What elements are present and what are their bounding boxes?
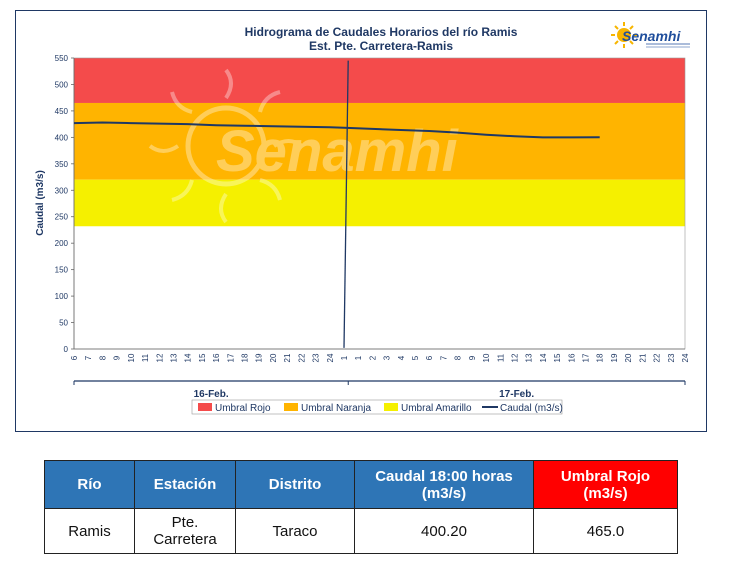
date-axis: 16-Feb. 17-Feb. xyxy=(73,380,686,400)
legend-item-label: Umbral Rojo xyxy=(215,403,271,414)
legend-swatch xyxy=(284,403,298,411)
legend-item-label: Caudal (m3/s) xyxy=(500,403,563,414)
x-tick-label: 8 xyxy=(454,355,463,360)
y-tick-label: 150 xyxy=(55,266,69,275)
legend-swatch xyxy=(384,403,398,411)
x-tick-label: 22 xyxy=(297,353,306,362)
x-tick-label: 15 xyxy=(553,353,562,362)
legend-item-label: Umbral Naranja xyxy=(301,403,371,414)
table-row: Ramis Pte. Carretera Taraco 400.20 465.0 xyxy=(44,508,678,554)
x-tick-label: 11 xyxy=(496,353,505,362)
chart-title: Hidrograma de Caudales Horarios del río … xyxy=(245,25,518,39)
y-tick-label: 100 xyxy=(55,292,69,301)
y-axis: 0 50 100 150 200 250 300 350 400 450 500 550 xyxy=(55,54,75,354)
x-tick-label: 10 xyxy=(482,353,491,362)
cell-caudal: 400.20 xyxy=(354,508,534,554)
x-axis: 6 7 8 9 10 11 12 13 14 15 16 17 18 19 20 21 22 23 24 1 1 2 3 4 5… xyxy=(70,348,690,362)
x-tick-label: 7 xyxy=(84,355,93,360)
legend-swatch xyxy=(198,403,212,411)
x-tick-label: 14 xyxy=(184,353,193,362)
y-axis-label: Caudal (m3/s) xyxy=(35,170,46,236)
watermark-text: Senamhi xyxy=(216,119,460,184)
series-layer xyxy=(73,60,600,348)
x-tick-label: 9 xyxy=(468,355,477,360)
x-tick-label: 19 xyxy=(610,353,619,362)
logo-text: Senamhi xyxy=(622,28,681,44)
x-tick-label: 23 xyxy=(667,353,676,362)
x-tick-label: 10 xyxy=(127,353,136,362)
x-tick-label: 13 xyxy=(525,353,534,362)
hydrograph-chart: Hidrograma de Caudales Horarios del río … xyxy=(35,22,690,415)
watermark-sun-icon xyxy=(148,68,304,224)
series-line xyxy=(73,121,600,139)
x-tick-label: 16 xyxy=(212,353,221,362)
x-tick-label: 3 xyxy=(383,355,392,360)
x-tick-label: 14 xyxy=(539,353,548,362)
date-label: 17-Feb. xyxy=(499,389,534,400)
y-tick-label: 250 xyxy=(55,213,69,222)
band-umbral-rojo xyxy=(74,58,685,103)
x-tick-label: 12 xyxy=(155,353,164,362)
x-tick-label: 21 xyxy=(638,353,647,362)
band-umbral-amarillo xyxy=(74,179,685,227)
legend-item-label: Umbral Amarillo xyxy=(401,403,472,414)
x-tick-label: 18 xyxy=(596,353,605,362)
x-tick-label: 13 xyxy=(169,353,178,362)
x-tick-label: 21 xyxy=(283,353,292,362)
series-line xyxy=(343,60,349,348)
chart-frame: Hidrograma de Caudales Horarios del río … xyxy=(15,10,707,432)
x-tick-label: 16 xyxy=(567,353,576,362)
x-tick-label: 7 xyxy=(439,355,448,360)
x-tick-label: 9 xyxy=(113,355,122,360)
header-umbral-rojo: Umbral Rojo (m3/s) xyxy=(533,460,678,509)
x-tick-label: 18 xyxy=(241,353,250,362)
x-tick-label: 1 xyxy=(354,355,363,360)
date-label: 16-Feb. xyxy=(194,389,229,400)
y-tick-label: 300 xyxy=(55,186,69,195)
x-tick-label: 19 xyxy=(255,353,264,362)
sun-icon xyxy=(611,22,637,48)
y-tick-label: 400 xyxy=(55,133,69,142)
legend: Umbral Rojo Umbral Naranja Umbral Amarillo… xyxy=(191,399,563,415)
senamhi-logo: Senamhi xyxy=(611,22,690,48)
y-tick-label: 450 xyxy=(55,107,69,116)
header-estacion: Estación xyxy=(134,460,236,509)
x-tick-label: 12 xyxy=(510,353,519,362)
x-tick-label: 11 xyxy=(141,353,150,362)
cell-estacion: Pte. Carretera xyxy=(134,508,236,554)
y-tick-label: 0 xyxy=(64,345,69,354)
threshold-bands xyxy=(74,58,685,227)
x-tick-label: 20 xyxy=(269,353,278,362)
x-tick-label: 17 xyxy=(582,353,591,362)
y-tick-label: 550 xyxy=(55,54,69,63)
x-tick-label: 2 xyxy=(368,355,377,360)
header-distrito: Distrito xyxy=(235,460,355,509)
x-tick-label: 4 xyxy=(397,355,406,360)
x-tick-label: 8 xyxy=(98,355,107,360)
y-tick-label: 50 xyxy=(59,319,68,328)
header-caudal: Caudal 18:00 horas (m3/s) xyxy=(354,460,534,509)
x-tick-label: 24 xyxy=(326,353,335,362)
y-tick-label: 200 xyxy=(55,239,69,248)
header-rio: Río xyxy=(44,460,135,509)
x-tick-label: 15 xyxy=(198,353,207,362)
x-tick-label: 6 xyxy=(70,355,79,360)
y-tick-label: 350 xyxy=(55,160,69,169)
chart-subtitle: Est. Pte. Carretera-Ramis xyxy=(309,39,453,53)
x-tick-label: 6 xyxy=(425,355,434,360)
table-header-row: Río Estación Distrito Caudal 18:00 horas… xyxy=(44,460,678,509)
x-tick-label: 20 xyxy=(624,353,633,362)
band-umbral-naranja xyxy=(74,102,685,180)
x-tick-label: 22 xyxy=(653,353,662,362)
x-tick-label: 17 xyxy=(226,353,235,362)
station-table: Río Estación Distrito Caudal 18:00 horas… xyxy=(44,460,678,554)
y-tick-label: 500 xyxy=(55,80,69,89)
x-tick-label: 23 xyxy=(312,353,321,362)
cell-distrito: Taraco xyxy=(235,508,355,554)
cell-umbral-rojo: 465.0 xyxy=(533,508,678,554)
x-tick-label: 5 xyxy=(411,355,420,360)
cell-rio: Ramis xyxy=(44,508,135,554)
x-tick-label: 24 xyxy=(681,353,690,362)
x-tick-label: 1 xyxy=(340,355,349,360)
